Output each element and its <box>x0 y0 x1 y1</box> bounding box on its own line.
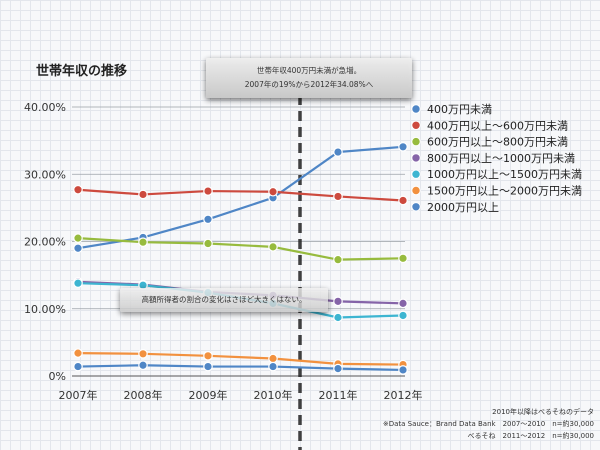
series-point-6-3 <box>268 361 278 372</box>
series-group <box>73 142 408 375</box>
footnote-3: べるそね 2011～2012 n=約30,000 <box>461 431 594 440</box>
footnote-2: ※Data Sauce：Brand Data Bank 2007～2010 n=… <box>383 419 594 428</box>
callout-top-line-1: 世帯年収400万円未満が急増。 <box>257 65 361 75</box>
x-tick-label: 2008年 <box>124 388 163 402</box>
series-point-2-5 <box>398 253 408 264</box>
legend-label-6: 2000万円以上 <box>427 201 499 214</box>
x-tick-label: 2011年 <box>319 388 358 402</box>
legend-marker-5 <box>411 185 421 196</box>
series-point-0-5 <box>398 142 408 152</box>
series-point-1-2 <box>203 186 213 196</box>
series-point-4-4 <box>333 312 343 323</box>
series-point-6-4 <box>333 363 343 374</box>
series-point-2-4 <box>333 254 343 265</box>
legend-marker-6 <box>411 202 421 212</box>
legend-label-1: 400万円以上～600万円未満 <box>427 119 568 132</box>
series-point-5-2 <box>203 351 213 361</box>
series-point-4-5 <box>398 310 408 321</box>
series-point-6-5 <box>398 365 408 375</box>
legend: 400万円未満 400万円以上～600万円未満 600万円以上～800万円未満 800… <box>411 103 582 214</box>
y-tick-label: 20.00% <box>24 236 66 249</box>
legend-label-5: 1500万円以上～2000万円未満 <box>427 185 582 198</box>
series-point-1-3 <box>268 186 278 197</box>
series-line-5 <box>77 352 404 366</box>
series-line-6 <box>77 364 404 372</box>
x-tick-label: 2010年 <box>254 388 293 402</box>
y-tick-label: 30.00% <box>24 168 66 181</box>
legend-label-4: 1000万円以上～1500万円未満 <box>427 168 582 181</box>
series-point-5-1 <box>138 349 148 359</box>
legend-marker-2 <box>411 136 421 147</box>
callout-top: 世帯年収400万円未満が急増。 2007年の19%から2012年34.08%へ <box>206 58 412 98</box>
series-point-0-0 <box>73 243 83 254</box>
x-tick-label: 2012年 <box>384 388 423 402</box>
legend-label-3: 800万円以上～1000万円未満 <box>427 152 575 165</box>
y-axis-ticks: 0% 10.00% 20.00% 30.00% 40.00% <box>24 101 66 383</box>
series-point-3-5 <box>398 298 408 309</box>
series-point-6-1 <box>138 360 148 371</box>
series-point-5-0 <box>73 348 83 358</box>
series-line-0 <box>77 145 404 250</box>
legend-marker-3 <box>411 153 421 163</box>
series-point-2-2 <box>203 238 213 249</box>
series-point-1-5 <box>398 195 408 206</box>
callout-bottom-line-1: 高額所得者の割合の変化はさほど大きくはない。 <box>142 294 307 304</box>
series-line-2 <box>77 237 404 261</box>
callout-top-box <box>206 58 412 98</box>
legend-marker-0 <box>411 104 421 114</box>
y-tick-label: 40.00% <box>24 101 66 114</box>
series-point-0-2 <box>203 214 213 225</box>
series-line-1 <box>77 188 404 202</box>
series-point-5-3 <box>268 353 278 364</box>
series-point-2-3 <box>268 242 278 252</box>
series-point-6-2 <box>203 361 213 372</box>
series-point-2-1 <box>138 237 148 247</box>
series-point-1-4 <box>333 191 343 202</box>
footnotes: 2010年以降はべるそねのデータ ※Data Sauce：Brand Data … <box>383 407 594 440</box>
footnote-1: 2010年以降はべるそねのデータ <box>492 407 594 416</box>
legend-label-2: 600万円以上～800万円未満 <box>427 136 568 149</box>
series-point-1-1 <box>138 189 148 200</box>
x-axis-ticks: 2007年 2008年 2009年 2010年 2011年 2012年 <box>59 388 423 402</box>
series-point-1-0 <box>73 184 83 195</box>
callout-bottom-box <box>120 288 328 312</box>
legend-marker-4 <box>411 169 421 179</box>
y-tick-label: 0% <box>49 370 66 383</box>
y-tick-label: 10.00% <box>24 303 66 316</box>
series-point-0-4 <box>333 147 343 157</box>
x-tick-label: 2009年 <box>189 388 228 402</box>
legend-marker-1 <box>411 120 421 131</box>
chart-title: 世帯年収の推移 <box>36 63 127 79</box>
series-point-3-4 <box>333 296 343 307</box>
series-point-6-0 <box>73 361 83 372</box>
legend-label-0: 400万円未満 <box>427 103 492 116</box>
callout-top-line-2: 2007年の19%から2012年34.08%へ <box>245 79 374 89</box>
callout-bottom: 高額所得者の割合の変化はさほど大きくはない。 <box>120 288 328 312</box>
series-point-2-0 <box>73 233 83 243</box>
x-tick-label: 2007年 <box>59 388 98 402</box>
series-point-4-0 <box>73 278 83 288</box>
